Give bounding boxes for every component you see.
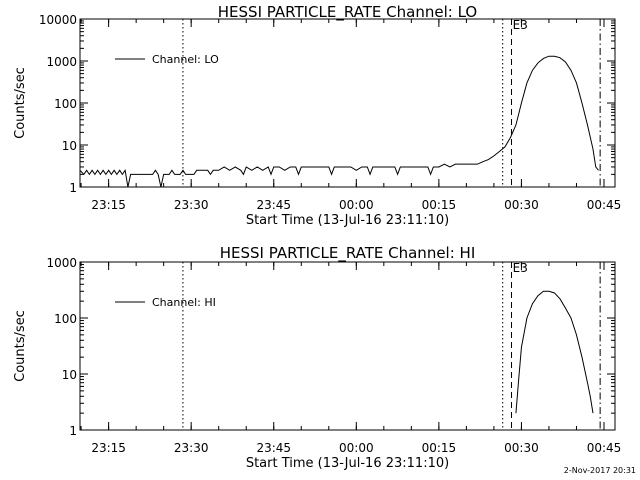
panel-hi-channel: HESSI PARTICLE_RATE Channel: HI 1 10 100 100… <box>13 244 621 471</box>
y-tick-label: 1000 <box>46 55 77 69</box>
y-axis-label: Counts/sec <box>13 67 28 139</box>
panel-lo-channel: HESSI PARTICLE_RATE Channel: LO 1 10 100 100… <box>13 3 621 228</box>
event-annotation: E3 <box>513 18 528 32</box>
x-tick-label: 23:30 <box>174 441 209 455</box>
x-tick-label: 00:15 <box>422 198 457 212</box>
plot-frame <box>79 18 616 188</box>
x-tick-label: 00:30 <box>504 441 539 455</box>
y-tick-label: 1000 <box>46 256 77 270</box>
x-tick-label: 23:15 <box>91 198 126 212</box>
y-tick-label: 10000 <box>39 13 77 27</box>
x-tick-label: 00:00 <box>339 441 374 455</box>
x-tick-label: 00:45 <box>587 198 622 212</box>
x-tick-label: 00:00 <box>339 198 374 212</box>
x-tick-label: 23:45 <box>256 198 291 212</box>
x-tick-label: 23:45 <box>256 441 291 455</box>
x-tick-label: 23:30 <box>174 198 209 212</box>
event-annotation: E3 <box>513 261 528 275</box>
x-tick-label: 00:15 <box>422 441 457 455</box>
y-axis-label: Counts/sec <box>13 310 28 382</box>
x-tick-label: 00:45 <box>587 441 622 455</box>
chart-title: HESSI PARTICLE_RATE Channel: LO <box>218 3 477 22</box>
x-axis-label: Start Time (13-Jul-16 23:11:10) <box>246 456 449 471</box>
series-line <box>515 290 594 414</box>
footer-timestamp: 2-Nov-2017 20:31 <box>564 466 636 475</box>
x-axis-label: Start Time (13-Jul-16 23:11:10) <box>246 213 449 228</box>
y-tick-label: 10 <box>62 368 77 382</box>
y-tick-label: 10 <box>62 139 77 153</box>
plot-frame <box>79 261 616 431</box>
legend-label: Channel: HI <box>152 296 216 309</box>
series-line <box>79 55 599 188</box>
y-tick-label: 100 <box>54 97 77 111</box>
y-tick-label: 1 <box>69 424 77 438</box>
y-tick-label: 100 <box>54 312 77 326</box>
y-tick-label: 1 <box>69 181 77 195</box>
chart-title: HESSI PARTICLE_RATE Channel: HI <box>220 244 476 263</box>
legend-label: Channel: LO <box>152 53 219 66</box>
x-tick-label: 23:15 <box>91 441 126 455</box>
x-tick-label: 00:30 <box>504 198 539 212</box>
